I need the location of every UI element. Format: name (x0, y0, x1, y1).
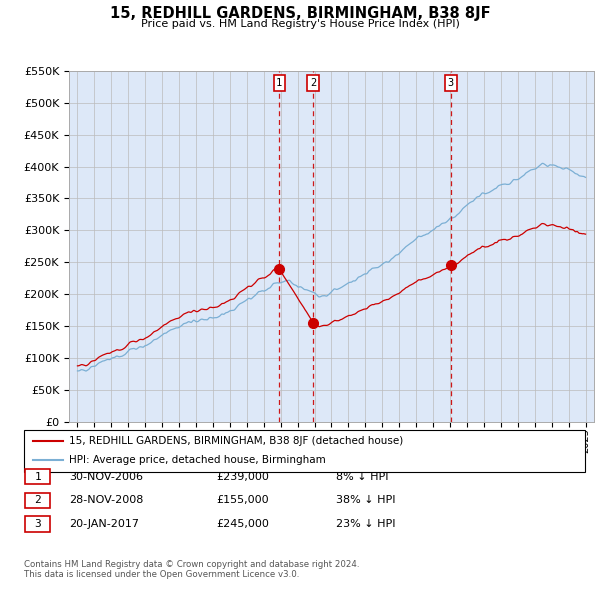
Text: 1: 1 (276, 78, 283, 88)
Text: Contains HM Land Registry data © Crown copyright and database right 2024.
This d: Contains HM Land Registry data © Crown c… (24, 560, 359, 579)
Text: HPI: Average price, detached house, Birmingham: HPI: Average price, detached house, Birm… (69, 455, 326, 465)
Text: 38% ↓ HPI: 38% ↓ HPI (336, 496, 395, 505)
Text: 30-NOV-2006: 30-NOV-2006 (69, 472, 143, 481)
Text: 20-JAN-2017: 20-JAN-2017 (69, 519, 139, 529)
Text: £245,000: £245,000 (216, 519, 269, 529)
Text: 28-NOV-2008: 28-NOV-2008 (69, 496, 143, 505)
Text: Price paid vs. HM Land Registry's House Price Index (HPI): Price paid vs. HM Land Registry's House … (140, 19, 460, 29)
Text: 3: 3 (448, 78, 454, 88)
Text: 8% ↓ HPI: 8% ↓ HPI (336, 472, 389, 481)
Text: 23% ↓ HPI: 23% ↓ HPI (336, 519, 395, 529)
Text: 15, REDHILL GARDENS, BIRMINGHAM, B38 8JF: 15, REDHILL GARDENS, BIRMINGHAM, B38 8JF (110, 6, 490, 21)
Text: £239,000: £239,000 (216, 472, 269, 481)
Text: 3: 3 (34, 519, 41, 529)
Text: 1: 1 (34, 472, 41, 481)
Text: 2: 2 (310, 78, 316, 88)
Text: 15, REDHILL GARDENS, BIRMINGHAM, B38 8JF (detached house): 15, REDHILL GARDENS, BIRMINGHAM, B38 8JF… (69, 437, 403, 447)
Text: 2: 2 (34, 496, 41, 505)
Text: £155,000: £155,000 (216, 496, 269, 505)
